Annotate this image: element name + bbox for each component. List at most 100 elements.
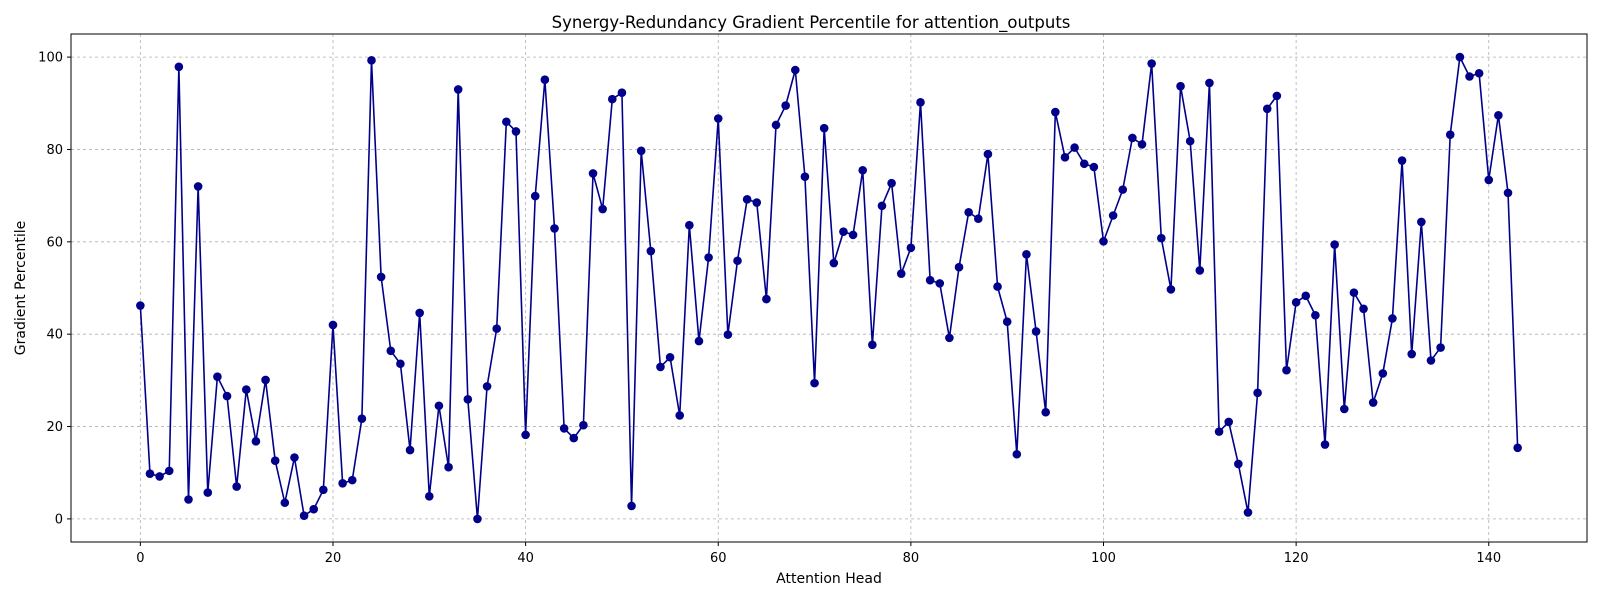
data-point [954, 262, 964, 272]
x-tick-label: 60 [710, 551, 727, 566]
data-point [675, 411, 685, 420]
data-point [1474, 68, 1484, 78]
x-tick-label: 120 [1284, 551, 1309, 566]
data-point [357, 414, 367, 423]
data-point [1137, 140, 1147, 149]
data-point [319, 485, 328, 495]
data-point [1156, 233, 1166, 243]
data-point [1426, 356, 1436, 365]
data-point [1166, 285, 1176, 294]
data-point [155, 472, 164, 481]
data-point [1022, 249, 1031, 259]
data-point [819, 123, 829, 133]
data-point [530, 191, 540, 201]
data-point [1041, 407, 1051, 417]
data-point [839, 227, 848, 236]
data-point [1513, 443, 1522, 453]
data-point [164, 466, 174, 476]
data-point [1031, 327, 1041, 336]
data-point [550, 224, 559, 233]
data-point [213, 372, 222, 381]
data-point [405, 445, 415, 455]
y-tick-label: 40 [46, 328, 63, 343]
data-point [742, 195, 752, 204]
data-point [251, 437, 261, 446]
data-point [463, 395, 473, 404]
data-point [1368, 398, 1378, 407]
data-point [309, 504, 319, 514]
x-tick-label: 140 [1476, 551, 1501, 566]
data-point [482, 382, 492, 391]
data-point [1282, 365, 1291, 375]
data-point [723, 330, 733, 339]
data-point [1234, 459, 1243, 469]
y-tick-label: 0 [55, 512, 63, 527]
data-point [453, 85, 463, 94]
data-point [713, 114, 723, 123]
data-point [1214, 427, 1224, 436]
data-point [627, 501, 636, 511]
chart-title: Synergy-Redundancy Gradient Percentile f… [552, 13, 1071, 33]
data-point [1445, 130, 1455, 139]
data-point [800, 172, 810, 181]
data-point [145, 469, 155, 478]
data-point [280, 498, 290, 508]
data-point [1243, 508, 1253, 517]
data-point [386, 346, 396, 356]
data-point [376, 272, 386, 282]
data-point [1195, 266, 1205, 275]
series-line [139, 56, 1519, 520]
data-point [1060, 153, 1070, 162]
data-point [790, 65, 800, 75]
data-point [511, 127, 521, 136]
data-point [1330, 240, 1339, 249]
data-point [810, 378, 819, 388]
data-point [617, 88, 627, 97]
x-tick-label: 40 [517, 551, 534, 566]
data-point [569, 433, 579, 443]
data-point [415, 308, 424, 318]
data-point [607, 94, 617, 104]
data-point [848, 230, 858, 240]
data-point [1147, 59, 1156, 68]
data-point [136, 301, 145, 310]
x-tick-label: 100 [1091, 551, 1116, 566]
data-point [868, 340, 877, 350]
series-line-layer [139, 56, 1519, 520]
data-point [1407, 349, 1417, 359]
data-point [1311, 310, 1320, 320]
data-point [983, 149, 993, 159]
data-point [877, 201, 887, 211]
data-point [685, 220, 694, 230]
data-point [1128, 133, 1137, 143]
data-point [1272, 91, 1282, 101]
y-tick-label: 20 [46, 420, 63, 435]
x-axis-label: Attention Head [776, 571, 882, 587]
data-point [434, 401, 444, 411]
data-point [1484, 175, 1494, 185]
y-axis-label: Gradient Percentile [13, 221, 29, 355]
data-point [973, 214, 983, 224]
data-point [829, 258, 839, 268]
data-point [752, 198, 762, 207]
data-point [1417, 217, 1426, 227]
data-point [1503, 188, 1513, 198]
data-point [925, 275, 935, 285]
data-point [222, 391, 232, 401]
data-point [1436, 343, 1445, 352]
data-point [906, 243, 916, 253]
y-tick-label: 100 [38, 51, 63, 66]
data-point [1176, 81, 1185, 91]
data-points [136, 52, 1522, 524]
data-point [1378, 369, 1388, 378]
data-point [521, 430, 530, 440]
data-point [1089, 162, 1099, 172]
axis-ticks: 0 20 40 60 80 100 120 140 0 20 40 60 80 100 [38, 51, 1501, 566]
data-point [694, 336, 704, 346]
data-point [781, 101, 790, 110]
data-point [1388, 314, 1397, 323]
data-point [299, 511, 309, 520]
data-point [771, 120, 781, 130]
data-point [444, 462, 453, 472]
